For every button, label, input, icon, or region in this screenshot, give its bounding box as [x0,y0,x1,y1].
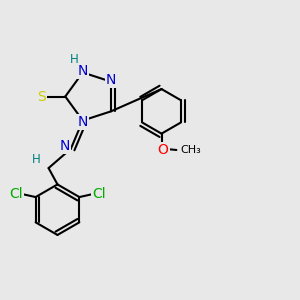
Text: S: S [37,89,46,103]
Text: N: N [106,73,116,87]
Text: Cl: Cl [10,187,23,201]
Text: N: N [78,64,88,78]
Text: H: H [32,153,41,166]
Text: N: N [78,115,88,129]
Text: N: N [59,140,70,153]
Text: Cl: Cl [92,187,106,201]
Text: O: O [158,143,168,157]
Text: H: H [70,52,78,66]
Text: CH₃: CH₃ [181,145,202,155]
